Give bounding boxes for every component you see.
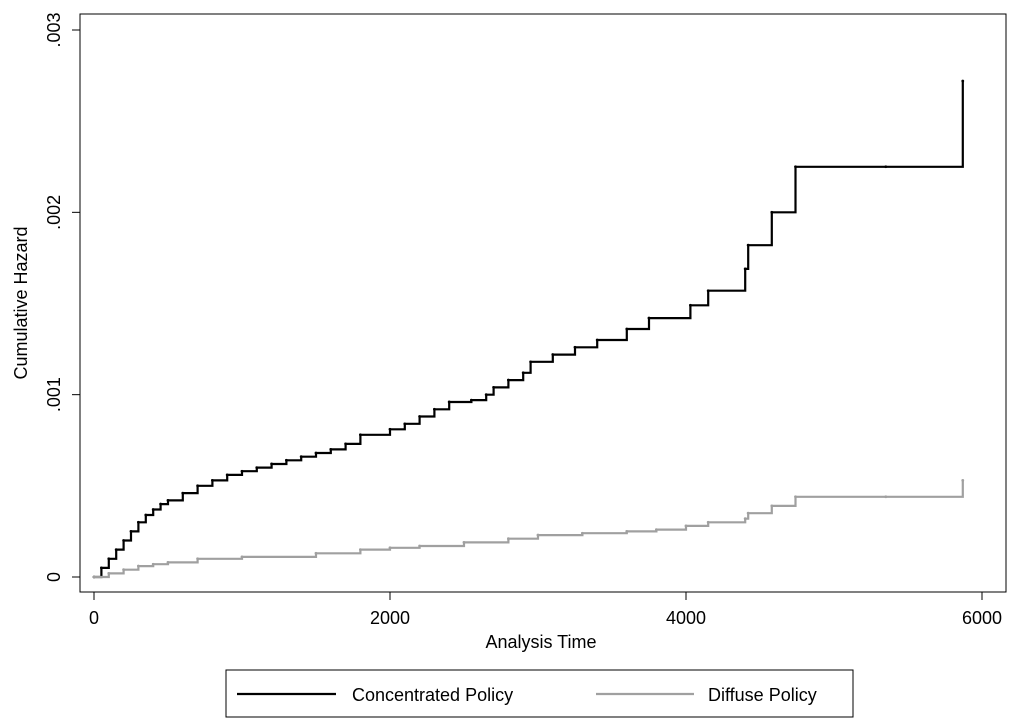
data-point-concentrated-policy [359, 433, 362, 437]
x-axis: 0 2000 4000 6000 [89, 592, 1002, 628]
series-layer [92, 79, 965, 579]
data-point-concentrated-policy [746, 243, 750, 247]
data-point-diffuse-policy [388, 546, 392, 550]
data-point-concentrated-policy [794, 165, 797, 169]
data-point-concentrated-policy [433, 407, 436, 411]
data-point-concentrated-policy [285, 458, 288, 462]
series-line-diffuse-policy [94, 480, 964, 579]
data-point-diffuse-policy [418, 544, 421, 548]
data-point-concentrated-policy [595, 338, 599, 342]
data-point-concentrated-policy [151, 508, 155, 511]
data-point-concentrated-policy [144, 513, 148, 517]
data-point-concentrated-policy [492, 385, 495, 389]
y-tick-label: .001 [44, 377, 64, 412]
data-point-concentrated-policy [181, 491, 185, 495]
legend-label-diffuse-policy: Diffuse Policy [708, 685, 817, 705]
data-point-diffuse-policy [625, 530, 629, 533]
x-axis-title: Analysis Time [485, 632, 596, 652]
data-point-diffuse-policy [884, 495, 888, 499]
data-point-diffuse-policy [462, 540, 466, 544]
data-point-concentrated-policy [884, 165, 888, 169]
data-point-diffuse-policy [746, 511, 750, 515]
data-point-diffuse-policy [743, 517, 747, 521]
data-point-concentrated-policy [211, 478, 214, 482]
data-point-concentrated-policy [166, 499, 170, 502]
data-point-diffuse-policy [151, 562, 155, 566]
data-point-diffuse-policy [581, 531, 584, 535]
x-tick-label: 2000 [370, 608, 410, 628]
data-point-concentrated-policy [240, 469, 244, 473]
x-tick-label: 6000 [962, 608, 1002, 628]
data-point-concentrated-policy [196, 484, 200, 488]
data-point-concentrated-policy [129, 530, 133, 533]
data-point-concentrated-policy [403, 422, 407, 426]
y-axis-title: Cumulative Hazard [11, 226, 31, 379]
data-point-concentrated-policy [447, 400, 451, 404]
data-point-diffuse-policy [770, 504, 774, 508]
data-point-concentrated-policy [689, 303, 692, 307]
data-point-diffuse-policy [107, 571, 111, 575]
data-point-concentrated-policy [573, 345, 577, 349]
data-point-concentrated-policy [299, 455, 303, 459]
data-point-concentrated-policy [255, 466, 259, 469]
data-point-concentrated-policy [418, 415, 421, 418]
data-point-concentrated-policy [114, 548, 118, 552]
data-point-diffuse-policy [706, 520, 710, 524]
y-tick-label: 0 [44, 572, 64, 582]
plot-frame [79, 13, 1007, 593]
data-point-diffuse-policy [240, 555, 244, 559]
x-tick-label: 4000 [666, 608, 706, 628]
data-point-concentrated-policy [388, 427, 392, 431]
data-point-concentrated-policy [551, 353, 555, 356]
data-point-concentrated-policy [270, 462, 273, 466]
x-tick-label: 0 [89, 608, 99, 628]
series-line-concentrated-policy [94, 81, 964, 579]
data-point-concentrated-policy [122, 539, 125, 542]
data-point-diffuse-policy [314, 551, 318, 555]
data-point-concentrated-policy [529, 360, 532, 364]
y-tick-label: .002 [44, 195, 64, 230]
data-point-concentrated-policy [107, 557, 111, 561]
data-point-diffuse-policy [92, 575, 96, 579]
data-point-concentrated-policy [743, 267, 747, 271]
data-point-diffuse-policy [196, 557, 200, 561]
data-point-concentrated-policy [625, 327, 629, 331]
y-axis: 0 .001 .002 .003 [44, 12, 80, 582]
data-point-concentrated-policy [470, 398, 473, 402]
data-point-concentrated-policy [100, 566, 103, 570]
data-point-concentrated-policy [225, 473, 229, 477]
data-point-concentrated-policy [329, 447, 333, 451]
data-point-concentrated-policy [647, 316, 651, 320]
data-point-concentrated-policy [137, 520, 140, 524]
data-point-diffuse-policy [961, 478, 965, 482]
data-point-diffuse-policy [655, 528, 658, 531]
data-point-concentrated-policy [159, 502, 163, 506]
data-point-diffuse-policy [122, 568, 125, 572]
data-point-concentrated-policy [961, 79, 965, 83]
data-point-diffuse-policy [507, 537, 510, 541]
y-tick-label: .003 [44, 12, 64, 47]
data-point-diffuse-policy [137, 564, 140, 568]
data-point-concentrated-policy [770, 210, 774, 214]
data-point-concentrated-policy [507, 378, 510, 382]
data-point-diffuse-policy [536, 533, 540, 537]
data-point-concentrated-policy [344, 442, 347, 446]
data-point-diffuse-policy [166, 561, 170, 564]
legend-label-concentrated-policy: Concentrated Policy [352, 685, 513, 705]
data-point-concentrated-policy [314, 451, 318, 455]
data-point-diffuse-policy [359, 548, 362, 552]
data-point-concentrated-policy [706, 289, 710, 293]
data-point-concentrated-policy [521, 371, 525, 375]
data-point-diffuse-policy [794, 495, 797, 499]
legend: Concentrated Policy Diffuse Policy [225, 669, 854, 718]
data-point-diffuse-policy [684, 524, 688, 528]
data-point-concentrated-policy [484, 393, 488, 397]
